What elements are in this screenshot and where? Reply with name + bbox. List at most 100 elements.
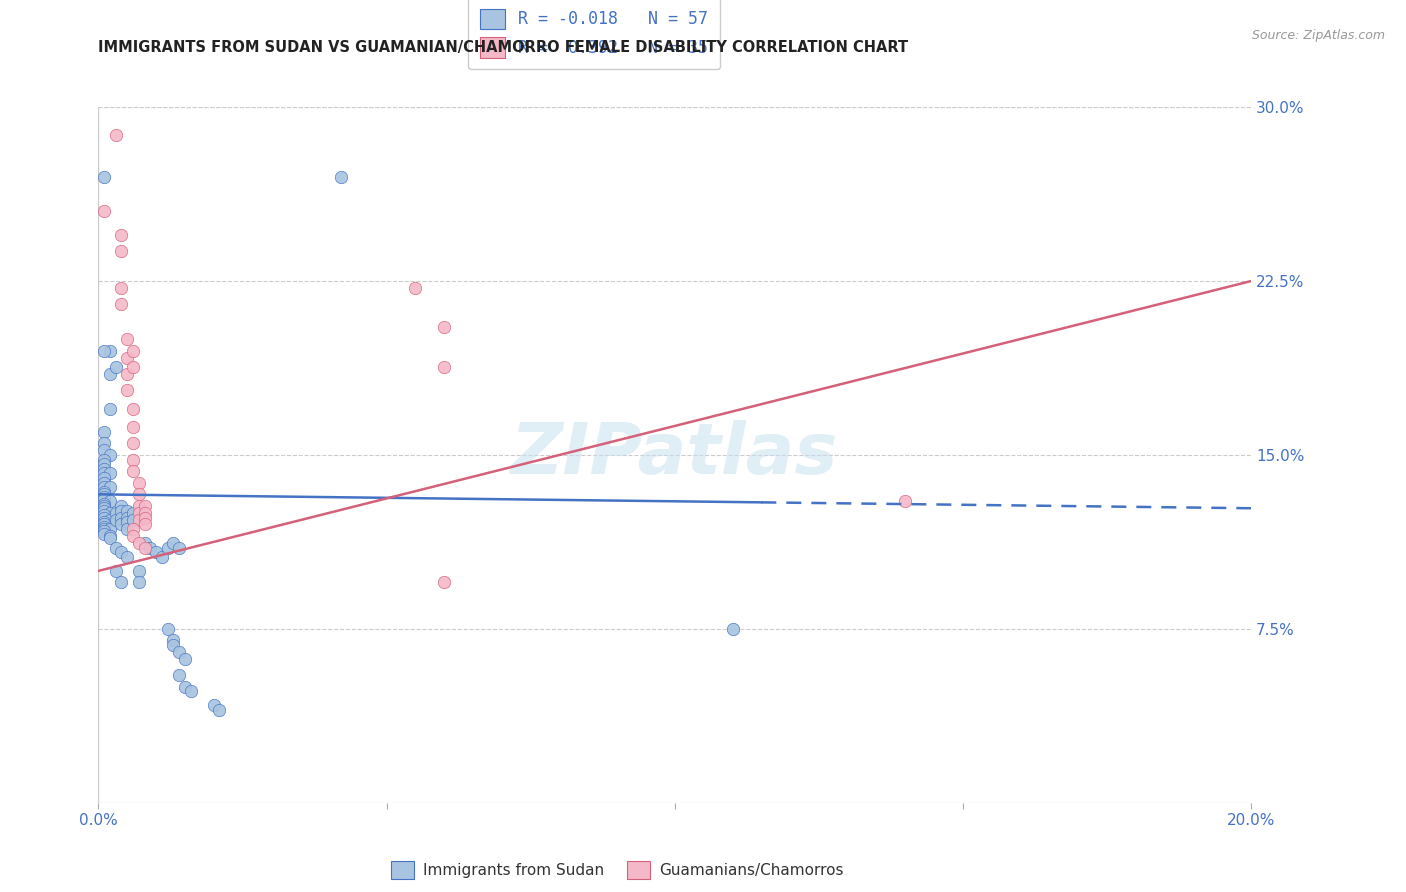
Point <box>122 436 145 450</box>
Point <box>117 383 139 397</box>
Point <box>93 515 115 529</box>
Point <box>104 506 127 520</box>
Point <box>134 510 156 524</box>
Point <box>128 506 150 520</box>
Point <box>98 401 121 416</box>
Point <box>122 522 145 536</box>
Point <box>93 480 115 494</box>
Point <box>110 499 132 513</box>
Point <box>93 475 115 490</box>
Point <box>156 541 179 555</box>
Point <box>128 499 150 513</box>
Point <box>93 169 115 184</box>
Point <box>122 464 145 478</box>
Point <box>110 545 132 559</box>
Point <box>110 281 132 295</box>
Legend: Immigrants from Sudan, Guamanians/Chamorros: Immigrants from Sudan, Guamanians/Chamor… <box>385 855 849 886</box>
Point <box>122 529 145 543</box>
Point <box>405 281 427 295</box>
Point <box>93 501 115 516</box>
Point <box>104 359 127 374</box>
Text: Source: ZipAtlas.com: Source: ZipAtlas.com <box>1251 29 1385 42</box>
Point <box>122 359 145 374</box>
Point <box>167 541 190 555</box>
Point <box>329 169 352 184</box>
Point <box>93 522 115 536</box>
Point <box>93 510 115 524</box>
Point <box>98 467 121 481</box>
Point <box>128 475 150 490</box>
Point <box>894 494 917 508</box>
Point <box>98 513 121 527</box>
Point <box>93 462 115 476</box>
Point <box>117 522 139 536</box>
Point <box>93 491 115 506</box>
Point <box>93 487 115 501</box>
Point <box>98 532 121 546</box>
Point <box>128 487 150 501</box>
Point <box>104 541 127 555</box>
Point <box>128 513 150 527</box>
Point <box>117 367 139 381</box>
Point <box>93 508 115 523</box>
Point <box>128 575 150 590</box>
Point <box>110 503 132 517</box>
Point <box>93 436 115 450</box>
Point <box>117 510 139 524</box>
Point <box>134 499 156 513</box>
Point <box>110 227 132 242</box>
Point <box>117 549 139 564</box>
Point <box>98 367 121 381</box>
Point <box>150 549 173 564</box>
Point <box>98 480 121 494</box>
Point <box>93 471 115 485</box>
Point <box>721 622 744 636</box>
Point <box>117 351 139 365</box>
Point <box>122 401 145 416</box>
Point <box>98 529 121 543</box>
Point <box>167 668 190 682</box>
Point <box>93 425 115 439</box>
Point <box>174 680 197 694</box>
Point <box>110 297 132 311</box>
Point <box>93 204 115 219</box>
Point <box>93 517 115 532</box>
Point <box>180 684 202 698</box>
Point <box>433 359 456 374</box>
Point <box>98 506 121 520</box>
Point <box>93 524 115 539</box>
Text: ZIPatlas: ZIPatlas <box>512 420 838 490</box>
Point <box>104 564 127 578</box>
Point <box>117 503 139 517</box>
Point <box>93 499 115 513</box>
Point <box>162 633 184 648</box>
Point <box>110 517 132 532</box>
Point <box>104 128 127 142</box>
Point <box>128 536 150 550</box>
Point <box>104 513 127 527</box>
Point <box>134 541 156 555</box>
Point <box>139 541 162 555</box>
Point <box>122 420 145 434</box>
Point <box>93 520 115 534</box>
Point <box>93 526 115 541</box>
Point <box>93 443 115 458</box>
Point <box>122 506 145 520</box>
Point <box>134 536 156 550</box>
Point <box>122 513 145 527</box>
Point <box>162 638 184 652</box>
Point <box>117 332 139 346</box>
Point <box>110 575 132 590</box>
Point <box>208 703 231 717</box>
Point <box>134 517 156 532</box>
Point <box>110 244 132 258</box>
Text: IMMIGRANTS FROM SUDAN VS GUAMANIAN/CHAMORRO FEMALE DISABILITY CORRELATION CHART: IMMIGRANTS FROM SUDAN VS GUAMANIAN/CHAMO… <box>98 40 908 55</box>
Point <box>162 536 184 550</box>
Point <box>110 510 132 524</box>
Point <box>93 457 115 471</box>
Point <box>98 494 121 508</box>
Point <box>156 622 179 636</box>
Point <box>433 320 456 334</box>
Point <box>93 503 115 517</box>
Point <box>202 698 225 713</box>
